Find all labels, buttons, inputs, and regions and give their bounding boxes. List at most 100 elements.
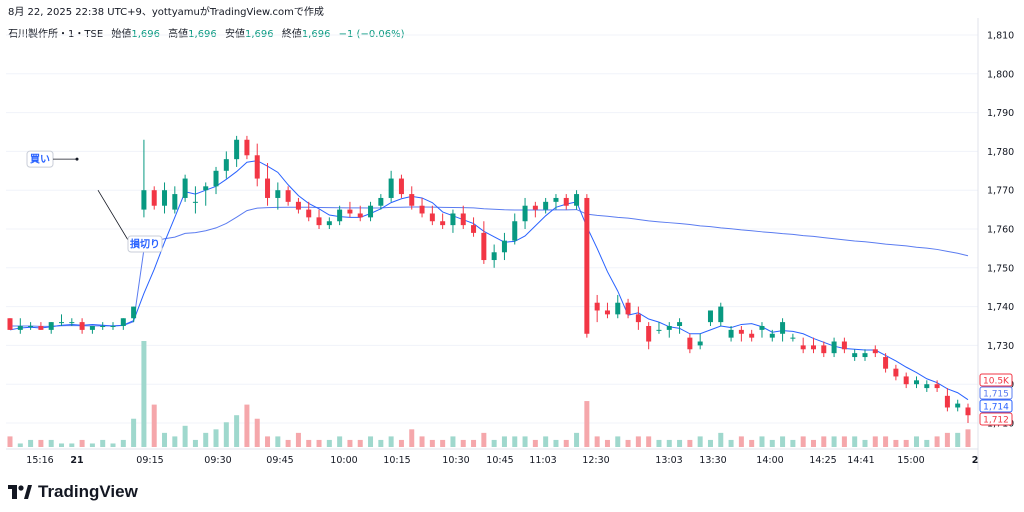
- candle-body: [357, 213, 363, 218]
- x-tick-label: 10:00: [330, 455, 357, 466]
- x-tick-label: 2: [972, 455, 979, 466]
- volume-bar: [368, 436, 374, 447]
- candle-body: [872, 349, 878, 354]
- volume-bar: [450, 436, 456, 447]
- volume-bar: [697, 436, 703, 447]
- volume-bar: [162, 432, 168, 447]
- volume-bar: [265, 436, 271, 447]
- candle-body: [790, 337, 796, 339]
- candle-body: [419, 205, 425, 214]
- volume-bar: [182, 425, 188, 447]
- stoploss-annotation-box: [127, 235, 163, 253]
- volume-bar: [213, 429, 219, 447]
- candle-body: [862, 353, 868, 358]
- candle-body: [471, 225, 477, 233]
- volume-bar: [543, 436, 549, 447]
- candle-body: [347, 209, 353, 214]
- candle-body: [563, 197, 569, 206]
- volume-bar: [59, 443, 65, 447]
- candle-body: [182, 178, 188, 198]
- x-tick-label: 14:41: [847, 455, 874, 466]
- candle-body: [707, 310, 713, 323]
- y-tick-label: 1,800: [987, 69, 1014, 80]
- volume-bar: [17, 443, 23, 447]
- tradingview-logo[interactable]: TradingView: [8, 482, 138, 502]
- candle-body: [110, 326, 116, 327]
- x-tick-label: 09:30: [204, 455, 231, 466]
- y-tick-label: 1,780: [987, 147, 1014, 158]
- volume-bar: [841, 436, 847, 447]
- candle-body: [28, 326, 34, 327]
- volume-bar: [7, 436, 13, 447]
- volume-bar: [244, 404, 250, 447]
- candle-body: [17, 326, 23, 330]
- volume-bar: [151, 404, 157, 447]
- volume-bar: [419, 436, 425, 447]
- candle-body: [59, 322, 65, 324]
- volume-bar: [934, 436, 940, 447]
- x-tick-label: 14:25: [809, 455, 836, 466]
- candle-body: [368, 205, 374, 218]
- volume-bar: [429, 439, 435, 447]
- candle-body: [337, 209, 343, 222]
- volume-bar: [285, 439, 291, 447]
- volume-bar: [326, 439, 332, 447]
- volume-bar: [965, 429, 971, 447]
- candle-body: [265, 178, 271, 198]
- candle-body: [306, 209, 312, 218]
- volume-bar: [944, 432, 950, 447]
- volume-bar: [234, 415, 240, 447]
- buy-annotation-dot: [75, 157, 79, 161]
- volume-bar: [223, 422, 229, 447]
- stoploss-annotation-pointer: [97, 189, 129, 241]
- x-tick-label: 14:00: [756, 455, 783, 466]
- x-tick-label: 09:15: [136, 455, 163, 466]
- y-tick-label: 1,810: [987, 31, 1014, 42]
- candle-body: [429, 213, 435, 222]
- candle-body: [594, 302, 600, 311]
- candle-body: [738, 329, 744, 334]
- volume-bar: [800, 436, 806, 447]
- x-tick-label: 13:30: [699, 455, 726, 466]
- candle-body: [120, 318, 126, 326]
- x-tick-label: 15:00: [897, 455, 924, 466]
- volume-bar: [913, 436, 919, 447]
- volume-bar: [677, 439, 683, 447]
- candle-body: [100, 326, 106, 327]
- candle-body: [388, 178, 394, 198]
- candle-body: [7, 318, 13, 330]
- candle-body: [522, 205, 528, 222]
- candle-body: [893, 368, 899, 377]
- candle-body: [821, 345, 827, 354]
- candle-body: [913, 380, 919, 385]
- volume-bar: [893, 439, 899, 447]
- candle-body: [295, 201, 301, 210]
- price-label: 1,715: [983, 390, 1009, 400]
- candle-body: [543, 201, 549, 210]
- volume-bar: [254, 418, 260, 447]
- volume-bar: [759, 436, 765, 447]
- candle-body: [780, 322, 786, 334]
- volume-bar: [584, 401, 590, 447]
- volume-bar: [512, 436, 518, 447]
- price-chart[interactable]: 1,810 1,800 1,790 1,780 1,770 1,760 1,750 1,740…: [0, 0, 1024, 470]
- volume-bar: [522, 436, 528, 447]
- volume-bar: [553, 439, 559, 447]
- volume-bar: [141, 341, 147, 447]
- tradingview-brand: TradingView: [38, 482, 138, 501]
- volume-bar: [625, 439, 631, 447]
- volume-bar: [501, 436, 507, 447]
- volume-bar: [69, 443, 75, 447]
- candle-body: [831, 341, 837, 354]
- price-label-box: [979, 399, 1013, 413]
- y-tick-label: 1,790: [987, 108, 1014, 119]
- volume-bar: [460, 439, 466, 447]
- price-label: 10.5K: [983, 377, 1010, 387]
- candle-body: [285, 190, 291, 202]
- x-tick-label: 12:30: [582, 455, 609, 466]
- x-tick-label: 13:03: [655, 455, 682, 466]
- volume-bar: [48, 439, 54, 447]
- candle-body: [656, 329, 662, 331]
- volume-bar: [862, 439, 868, 447]
- volume-bar: [780, 436, 786, 447]
